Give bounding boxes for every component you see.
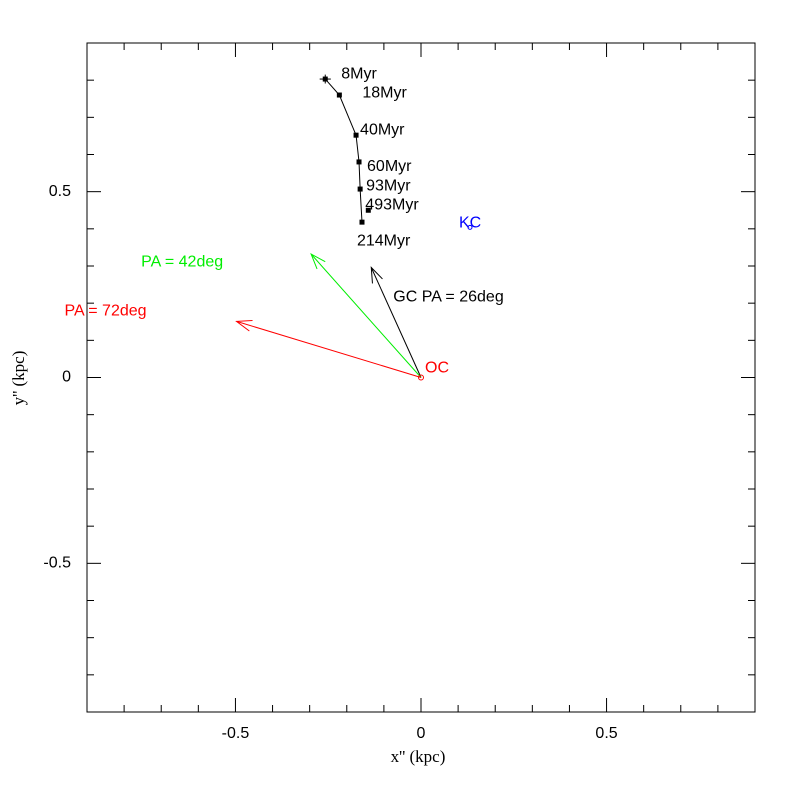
- y-tick-label: 0: [62, 369, 71, 386]
- y-tick-label: 0.5: [49, 183, 71, 200]
- x-tick-label: 0: [417, 725, 426, 742]
- kc-point: [467, 224, 473, 230]
- point-label: 18Myr: [362, 84, 407, 101]
- track-point: [359, 219, 365, 225]
- x-axis-label: x'' (kpc): [391, 747, 446, 766]
- point-label: 93Myr: [366, 177, 411, 194]
- point-label: 493Myr: [365, 196, 419, 213]
- track-point: [356, 159, 362, 165]
- arrow-label: GC PA = 26deg: [393, 289, 503, 306]
- arrow: [370, 267, 422, 378]
- arrow-head: [370, 266, 383, 284]
- y-tick-label: -0.5: [43, 555, 71, 572]
- track-point: [365, 207, 371, 213]
- kc-label: KC: [459, 215, 481, 232]
- track-point: [353, 132, 359, 138]
- arrow-label: PA = 72deg: [65, 303, 147, 320]
- point-label: 8Myr: [341, 65, 377, 82]
- track-point: [322, 76, 328, 82]
- x-tick-label: 0.5: [595, 725, 617, 742]
- point-label: 60Myr: [367, 158, 412, 175]
- point-label: 40Myr: [360, 121, 405, 138]
- track-point: [336, 92, 342, 98]
- arrow: [310, 253, 422, 378]
- y-axis-label: y'' (kpc): [9, 351, 28, 406]
- track-line: [324, 78, 363, 223]
- arrow: [236, 320, 422, 378]
- track-point: [357, 186, 363, 192]
- point-label: 214Myr: [357, 232, 411, 249]
- origin-label: OC: [425, 360, 449, 377]
- arrow-head: [310, 253, 326, 270]
- x-tick-label: -0.5: [222, 725, 250, 742]
- arrow-head: [235, 320, 253, 332]
- origin-point: [418, 374, 424, 381]
- arrow-label: PA = 42deg: [141, 253, 223, 270]
